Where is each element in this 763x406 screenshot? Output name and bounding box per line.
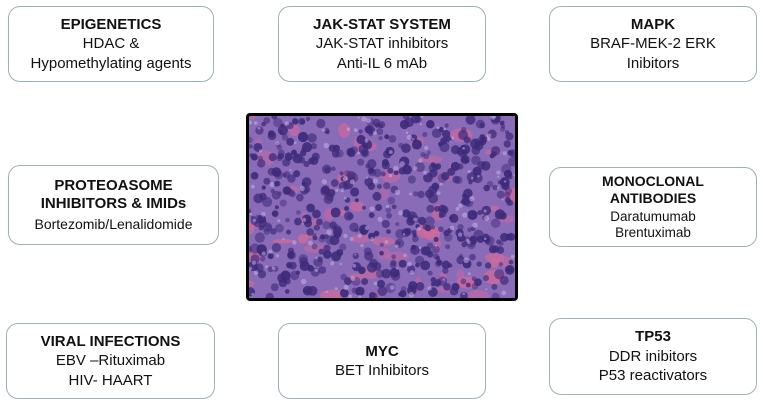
epigenetics-line-2: Hypomethylating agents (30, 54, 192, 72)
tp53-line-1: DDR inibitors (608, 347, 698, 365)
histology-image (246, 113, 518, 301)
proteasome-title-1: PROTEOASOME (54, 177, 173, 195)
tp53-line-2: P53 reactivators (598, 367, 708, 385)
tp53-title: TP53 (635, 328, 671, 346)
jak-stat-box: JAK-STAT SYSTEM JAK-STAT inhibitors Anti… (278, 6, 486, 82)
viral-infections-line-2: HIV- HAART (68, 371, 153, 389)
mapk-line-2: Inibitors (626, 54, 680, 72)
monoclonal-box: MONOCLONAL ANTIBODIES Daratumumab Brentu… (549, 167, 757, 247)
monoclonal-line-1: Daratumumab (610, 208, 696, 224)
jak-stat-title: JAK-STAT SYSTEM (313, 15, 451, 33)
viral-infections-line-1: EBV –Rituximab (55, 352, 166, 370)
myc-title: MYC (365, 342, 399, 360)
myc-box: MYC BET Inhibitors (278, 323, 486, 399)
proteasome-title-2: INHIBITORS & IMIDs (40, 195, 187, 213)
monoclonal-line-2: Brentuximab (615, 224, 691, 240)
mapk-title: MAPK (630, 15, 676, 33)
tp53-box: TP53 DDR inibitors P53 reactivators (549, 318, 757, 395)
epigenetics-title: EPIGENETICS (60, 15, 162, 33)
proteasome-box: PROTEOASOME INHIBITORS & IMIDs Bortezomi… (8, 165, 219, 245)
jak-stat-line-2: Anti-IL 6 mAb (336, 54, 428, 72)
mapk-line-1: BRAF-MEK-2 ERK (590, 35, 716, 53)
monoclonal-title-2: ANTIBODIES (609, 189, 697, 206)
viral-infections-title: VIRAL INFECTIONS (40, 332, 181, 350)
viral-infections-box: VIRAL INFECTIONS EBV –Rituximab HIV- HAA… (6, 323, 215, 399)
mapk-box: MAPK BRAF-MEK-2 ERK Inibitors (549, 6, 757, 82)
epigenetics-box: EPIGENETICS HDAC & Hypomethylating agent… (8, 6, 214, 82)
jak-stat-line-1: JAK-STAT inhibitors (315, 35, 449, 53)
proteasome-line-1: Bortezomib/Lenalidomide (34, 216, 193, 233)
epigenetics-line-1: HDAC & (82, 35, 140, 53)
histology-micrograph (249, 116, 515, 298)
monoclonal-title-1: MONOCLONAL (602, 173, 704, 190)
myc-line-1: BET Inhibitors (335, 362, 429, 379)
